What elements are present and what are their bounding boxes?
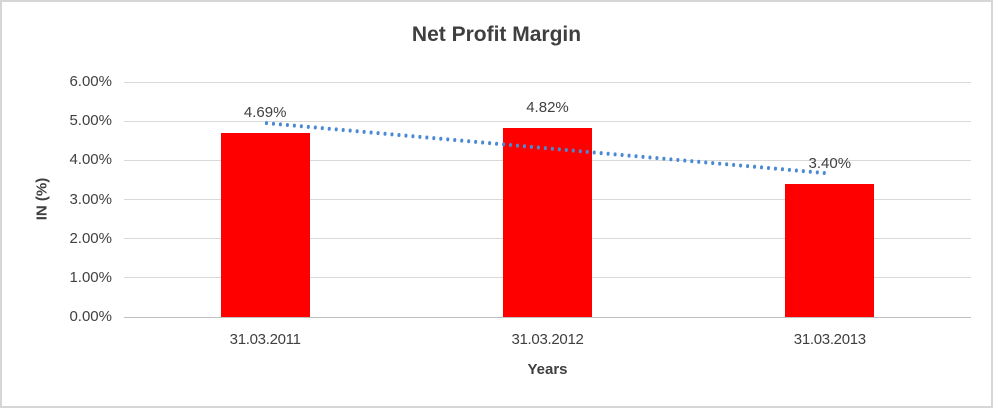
trendline-dot [599,151,604,156]
trendline-dot [711,161,715,166]
bar-data-label: 4.69% [243,104,287,122]
bar-31.03.2012 [503,128,592,317]
trendline-dot [460,138,464,143]
trendline-dot [732,163,736,167]
trendline-dot [376,131,381,136]
trendline-dot [306,125,311,129]
trendline-dot [753,165,757,169]
trendline-dot [299,124,304,129]
trendline-dot [746,164,750,169]
trendline-dot [446,137,450,142]
bar-data-label: 4.82% [526,99,569,117]
y-tick-label: 1.00% [69,268,112,286]
bar-data-label: 3.40% [808,154,852,172]
trendline-dot [369,130,374,135]
trendline-dot [613,152,618,157]
trendline-dot [760,165,764,170]
trendline-dot [641,155,646,159]
trendline-dot [620,153,625,157]
trendline-dot [467,139,471,144]
trendline-dot [292,123,297,128]
x-tick-label: 31.03.2013 [793,331,866,348]
trendline-dot [432,136,437,141]
trendline-dot [418,135,423,139]
trendline-dot [718,161,722,166]
trendline-dot [327,127,332,131]
trendline-dot [278,122,283,127]
chart-title: Net Profit Margin [411,23,582,46]
trendline-dot [773,166,778,171]
trendline-dot [334,127,339,132]
trendline-dot [390,132,395,137]
trendline-dot [439,137,443,141]
gridline [124,120,971,122]
trendline-dot [355,129,360,134]
trendline-dot [697,160,701,164]
bar-31.03.2011 [220,133,310,317]
plot-area [124,81,971,318]
trendline-dot [411,134,416,139]
trendline-dot [634,154,639,159]
trendline-dot [453,138,457,142]
trendline-dot [425,135,430,140]
y-tick-label: 3.00% [69,190,112,208]
trendline-dot [383,132,388,136]
bar-31.03.2013 [785,183,875,317]
y-tick-label: 6.00% [69,73,112,90]
trendline-dot [404,133,409,138]
gridline [124,81,971,83]
trendline-dot [341,128,346,132]
trendline-dot [606,152,611,156]
trendline-dot [488,141,492,146]
trendline-dot [348,128,353,133]
trendline-dot [285,123,290,127]
trendline-dot [313,125,318,130]
trendline-dot [481,140,485,145]
y-tick-label: 4.00% [69,151,112,169]
y-tick-label: 5.00% [69,112,112,130]
trendline-dot [271,122,276,126]
trendline-dot [320,126,325,131]
trendline-dot [627,153,632,158]
trendline-dot [592,150,597,155]
trendline-dot [362,130,367,134]
y-tick-label: 2.00% [69,229,112,247]
trendline-dot [725,162,729,167]
x-tick-label: 31.03.2011 [229,331,301,348]
x-axis-line [124,316,971,318]
x-axis-title: Years [527,361,568,378]
trendline-dot [766,166,771,171]
trendline-dot [495,142,499,146]
x-tick-label: 31.03.2012 [511,331,584,348]
y-tick-label: 0.00% [69,308,112,325]
trendline-dot [704,160,708,165]
trendline-dot [474,140,478,144]
trendline-dot [739,163,743,168]
trendline-dot [397,133,402,137]
